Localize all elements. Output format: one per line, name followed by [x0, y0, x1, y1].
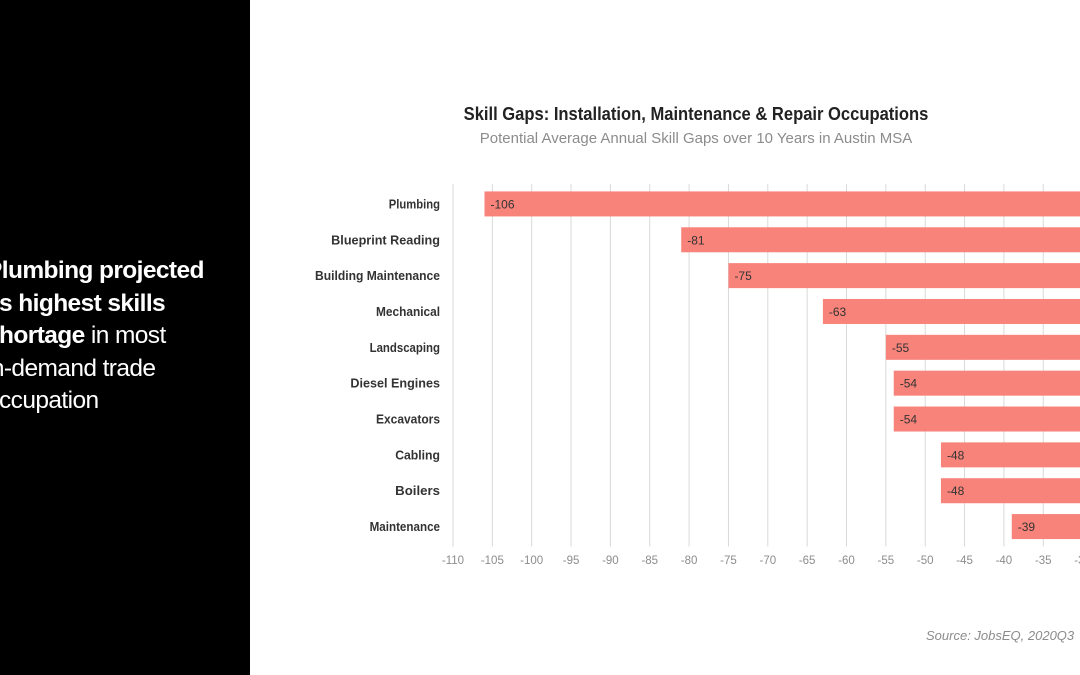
data-label: -54 [900, 413, 918, 427]
category-label: Cabling [395, 448, 440, 462]
bar [893, 370, 1080, 396]
data-label: -48 [947, 448, 965, 462]
side-panel: Plumbing projected as highest skills sho… [0, 0, 250, 675]
headline-line-2-bold: as highest skills [0, 289, 166, 317]
data-label: -54 [900, 377, 918, 391]
bar [822, 298, 1080, 324]
bar [940, 478, 1080, 504]
bar [885, 334, 1080, 360]
x-tick-label: -40 [996, 555, 1013, 567]
category-label: Building Maintenance [315, 269, 440, 283]
x-tick-label: -50 [917, 555, 934, 567]
side-headline: Plumbing projected as highest skills sho… [0, 255, 248, 418]
x-tick-label: -90 [602, 555, 619, 567]
x-tick-label: -70 [759, 555, 776, 567]
bar [728, 263, 1080, 289]
source-note: Source: JobsEQ, 2020Q3 [926, 628, 1075, 643]
bar [484, 191, 1080, 217]
data-label: -106 [490, 197, 514, 211]
category-label: Boilers [395, 484, 440, 498]
category-label: Maintenance [370, 520, 440, 534]
headline-line-5-normal: occupation [0, 387, 99, 414]
category-label: Landscaping [370, 341, 440, 355]
headline-line-4: in-demand trade [0, 353, 248, 386]
data-label: -81 [687, 233, 705, 247]
headline-line-3-normal: in most [84, 322, 166, 349]
headline-line-1-bold: Plumbing projected [0, 257, 204, 284]
data-label: -39 [1018, 520, 1036, 534]
bar [893, 406, 1080, 432]
x-tick-label: -55 [878, 555, 895, 567]
x-tick-label: -30 [1074, 555, 1080, 567]
x-tick-label: -95 [563, 555, 580, 567]
headline-line-2: as highest skills [0, 288, 248, 321]
x-tick-label: -35 [1035, 555, 1052, 567]
x-tick-label: -100 [520, 555, 543, 567]
data-label: -63 [829, 305, 847, 319]
category-label: Blueprint Reading [331, 233, 440, 247]
category-label: Excavators [376, 413, 440, 427]
data-label: -48 [947, 484, 965, 498]
bar [940, 442, 1080, 468]
category-label: Mechanical [376, 305, 440, 319]
x-tick-label: -45 [956, 555, 973, 567]
x-tick-label: -110 [442, 555, 464, 567]
category-label: Plumbing [389, 197, 440, 211]
data-label: -75 [734, 269, 752, 283]
chart-subtitle: Potential Average Annual Skill Gaps over… [479, 130, 913, 147]
headline-line-1: Plumbing projected [0, 255, 248, 288]
x-tick-label: -80 [681, 555, 698, 567]
category-label: Diesel Engines [350, 377, 440, 391]
x-tick-label: -85 [641, 555, 658, 567]
headline-line-5: occupation [0, 385, 248, 418]
data-label: -55 [892, 341, 910, 355]
x-tick-label: -60 [838, 555, 855, 567]
bar [681, 227, 1080, 253]
x-tick-label: -105 [481, 555, 504, 567]
x-tick-label: -65 [799, 555, 816, 567]
x-tick-label: -75 [720, 555, 737, 567]
bar [1011, 514, 1080, 540]
chart-title: Skill Gaps: Installation, Maintenance & … [463, 104, 929, 124]
headline-line-4-normal: in-demand trade [0, 354, 156, 382]
